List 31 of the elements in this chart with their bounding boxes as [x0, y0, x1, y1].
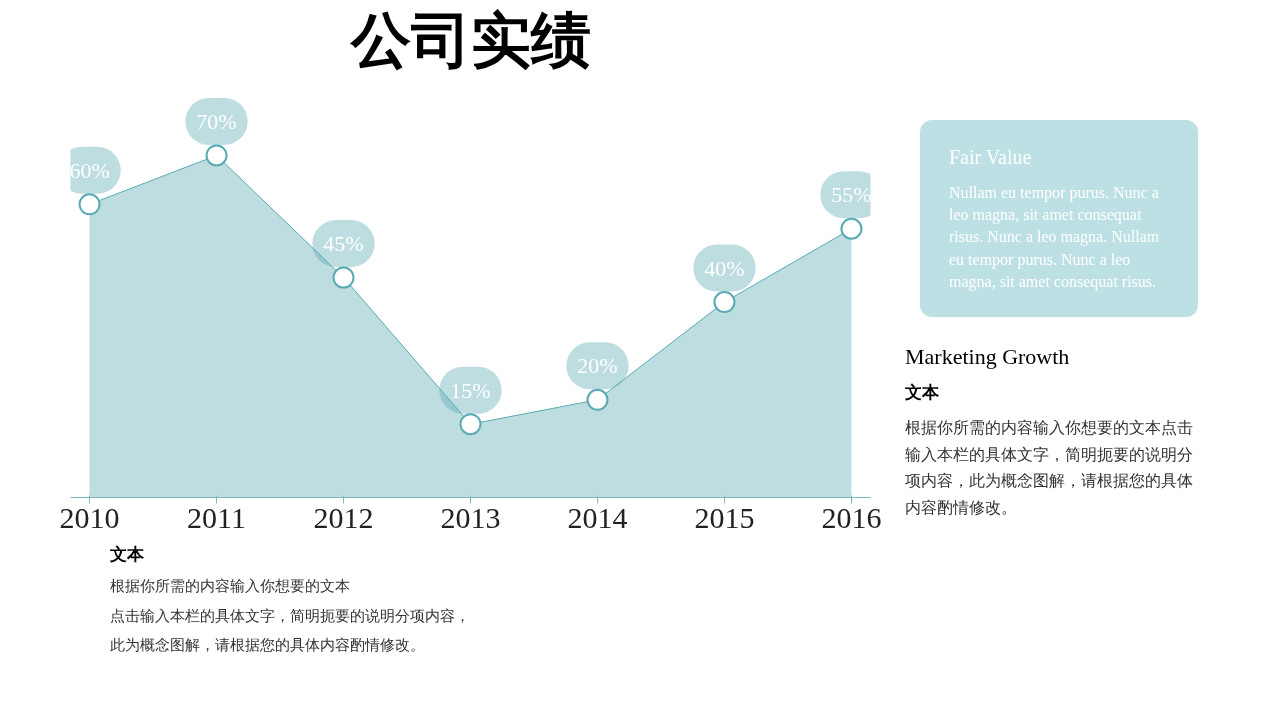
x-tick-label: 2012: [313, 500, 374, 534]
text: 根据你所需的内容输入你想要的文本: [110, 577, 350, 597]
text: Marketing Growth: [905, 342, 1070, 371]
data-label: 15%: [450, 377, 491, 403]
x-tick-label: 2014: [567, 500, 628, 534]
text: Nullam eu tempor purus. Nunc a leo magna, sit amet consequat risus. Nunc a leo magna. Nullam eu tempor purus. Nunc a leo magna, sit amet consequat risus.: [949, 182, 1161, 293]
text: 文本: [110, 544, 144, 566]
point: [78, 193, 101, 216]
point: [586, 388, 609, 411]
point: [840, 217, 863, 240]
data-label: 55%: [831, 182, 872, 208]
data-label: 70%: [196, 108, 237, 134]
chart-title: 公司实绩: [348, 7, 591, 74]
data-label: 60%: [69, 157, 110, 183]
x-tick-label: 2013: [440, 500, 501, 534]
x-tick-label: 2015: [694, 500, 755, 534]
x-tick-label: 2011: [187, 500, 246, 534]
data-label: 40%: [704, 255, 745, 281]
point: [205, 144, 228, 167]
data-label: 20%: [577, 353, 618, 379]
point: [332, 266, 355, 289]
x-tick-label: 2010: [59, 500, 120, 534]
text: Fair Value: [949, 145, 1032, 170]
text: 点击输入本栏的具体文字，简明扼要的说明分项内容，: [110, 606, 470, 627]
text: 文本: [905, 382, 939, 405]
x-tick-label: 2016: [821, 500, 882, 534]
data-label: 45%: [323, 231, 364, 257]
text: 此为概念图解，请根据您的具体内容酌情修改。: [110, 636, 425, 656]
point: [713, 291, 736, 314]
point: [459, 413, 482, 436]
text: 根据你所需的内容输入你想要的文本点击输入本栏的具体文字，简明扼要的说明分项内容，此为概念图解，请根据您的具体内容酌情修改。: [905, 417, 1194, 519]
